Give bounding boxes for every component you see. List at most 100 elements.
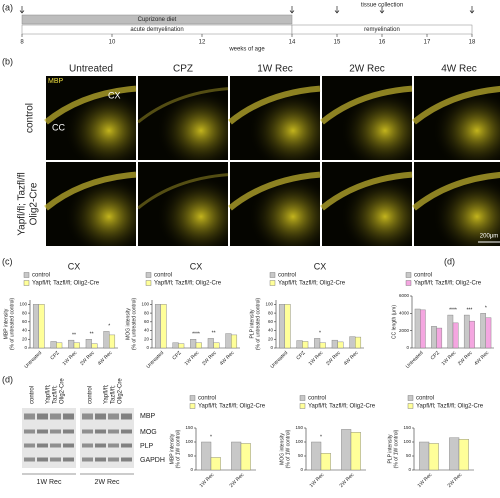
legend-label: control <box>414 273 432 279</box>
legend-label: control <box>416 396 434 402</box>
y-tick-label: 40 <box>22 328 28 333</box>
bar <box>337 341 344 349</box>
tick-label: 16 <box>379 40 386 46</box>
chart-title: CX <box>190 261 203 271</box>
y-tick-label: 20 <box>268 336 274 341</box>
x-tick-label: 2W Rec <box>229 472 246 489</box>
corpus-callosum <box>137 87 229 124</box>
x-tick-label: 1W Rec <box>199 472 216 489</box>
y-tick-label: 0 <box>408 467 411 472</box>
bar <box>160 304 167 349</box>
blot-band <box>50 443 61 448</box>
x-tick-label: 1W Rec <box>417 472 434 489</box>
bar <box>419 441 430 471</box>
tick-label: 12 <box>199 40 206 46</box>
legend-swatch <box>189 395 196 401</box>
column-header: 4W Rec <box>441 64 477 75</box>
y-tick-label: 0 <box>406 345 409 350</box>
significance: * <box>485 306 487 312</box>
stain-label: MBP <box>48 78 64 85</box>
significance: ** <box>212 331 216 337</box>
x-tick-label: 1W Rec <box>62 350 79 367</box>
arrow <box>379 6 385 14</box>
panel-label: (d) <box>2 374 13 384</box>
y-tick-label: 100 <box>185 439 193 444</box>
y-axis-label: (% of untreated control) <box>131 298 137 351</box>
tick-label: 14 <box>289 40 296 46</box>
significance: ** <box>72 332 76 338</box>
x-tick-label: Untreated <box>269 350 289 370</box>
bar <box>314 338 321 349</box>
arrow <box>19 6 25 14</box>
y-tick-label: 60 <box>144 319 150 324</box>
legend-label: Yapfl/fl; Tazfl/fl; Olig2-Cre <box>414 281 482 287</box>
blot-band <box>37 443 48 448</box>
tick-label: 17 <box>424 40 431 46</box>
bar <box>225 333 232 349</box>
bar <box>210 457 221 471</box>
x-tick-label: 4W Rec <box>97 350 114 367</box>
x-tick-label: CPZ <box>171 350 182 361</box>
blot-band <box>108 413 119 420</box>
bar <box>320 453 331 471</box>
corpus-callosum <box>412 85 500 125</box>
legend-swatch <box>145 280 152 286</box>
bar <box>355 336 362 349</box>
significance: ** <box>90 332 94 338</box>
legend-swatch <box>269 272 276 278</box>
blot-band <box>37 429 48 434</box>
legend-swatch <box>189 403 196 409</box>
y-tick-label: 0 <box>190 467 193 472</box>
bar <box>68 339 75 349</box>
legend-swatch <box>407 395 414 401</box>
blot-band <box>24 443 35 448</box>
corpus-callosum <box>320 85 413 125</box>
blot-band <box>24 457 35 462</box>
y-axis-label: MBP intensity <box>169 433 175 464</box>
bar <box>108 334 116 349</box>
legend-swatch <box>23 272 30 278</box>
y-tick-label: 50 <box>298 453 304 458</box>
x-tick-label: 2W Rec <box>79 350 96 367</box>
blot-band <box>121 429 132 434</box>
corpus-callosum <box>412 171 500 211</box>
bar <box>428 443 439 471</box>
lane-label: Yapfl/fl; <box>46 384 52 404</box>
corpus-callosum <box>228 85 321 125</box>
column-header: 1W Rec <box>257 64 293 75</box>
blot-band <box>37 457 48 462</box>
bar <box>240 443 251 471</box>
legend-swatch <box>405 280 412 286</box>
y-axis-label: CC length (μm) <box>391 305 397 339</box>
band-label: GAPDH <box>140 457 165 464</box>
bar <box>172 342 179 349</box>
arrow <box>469 6 475 14</box>
y-tick-label: 50 <box>188 453 194 458</box>
y-tick-label: 6000 <box>399 293 410 298</box>
y-tick-label: 100 <box>265 302 273 307</box>
x-tick-label: 2W Rec <box>447 472 464 489</box>
x-tick-label: CPZ <box>430 350 441 361</box>
x-tick-label: 1W Rec <box>441 350 458 367</box>
bar <box>284 304 291 349</box>
significance: * <box>108 324 110 330</box>
column-header: Untreated <box>69 64 113 75</box>
bar <box>154 304 161 349</box>
legend-swatch <box>299 395 306 401</box>
significance: *** <box>466 307 472 313</box>
scale-bar-label: 200μm <box>480 234 498 240</box>
column-header: CPZ <box>173 64 193 75</box>
blot-band <box>50 457 61 462</box>
legend-label: control <box>198 396 216 402</box>
lane-label: Tazfl/fl; <box>111 385 117 404</box>
bar <box>50 341 57 349</box>
y-tick-label: 40 <box>268 328 274 333</box>
y-tick-label: 150 <box>295 425 303 430</box>
bar <box>91 343 98 349</box>
significance: **** <box>192 332 200 338</box>
legend-label: Yapfl/fl; Tazfl/fl; Olig2-Cre <box>416 404 484 410</box>
y-tick-label: 2000 <box>399 328 410 333</box>
bar <box>319 342 326 349</box>
x-tick-label: 1W Rec <box>308 350 325 367</box>
legend-label: Yapfl/fl; Tazfl/fl; Olig2-Cre <box>278 281 346 287</box>
